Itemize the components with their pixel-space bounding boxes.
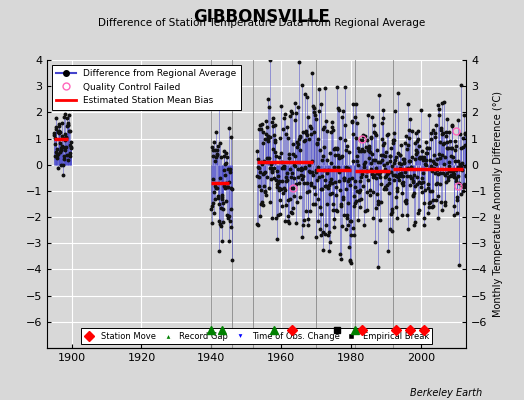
Text: Difference of Station Temperature Data from Regional Average: Difference of Station Temperature Data f…	[99, 18, 425, 28]
Text: Berkeley Earth: Berkeley Earth	[410, 388, 482, 398]
Legend: Difference from Regional Average, Quality Control Failed, Estimated Station Mean: Difference from Regional Average, Qualit…	[52, 64, 241, 110]
Text: GIBBONSVILLE: GIBBONSVILLE	[193, 8, 331, 26]
Y-axis label: Monthly Temperature Anomaly Difference (°C): Monthly Temperature Anomaly Difference (…	[493, 91, 503, 317]
